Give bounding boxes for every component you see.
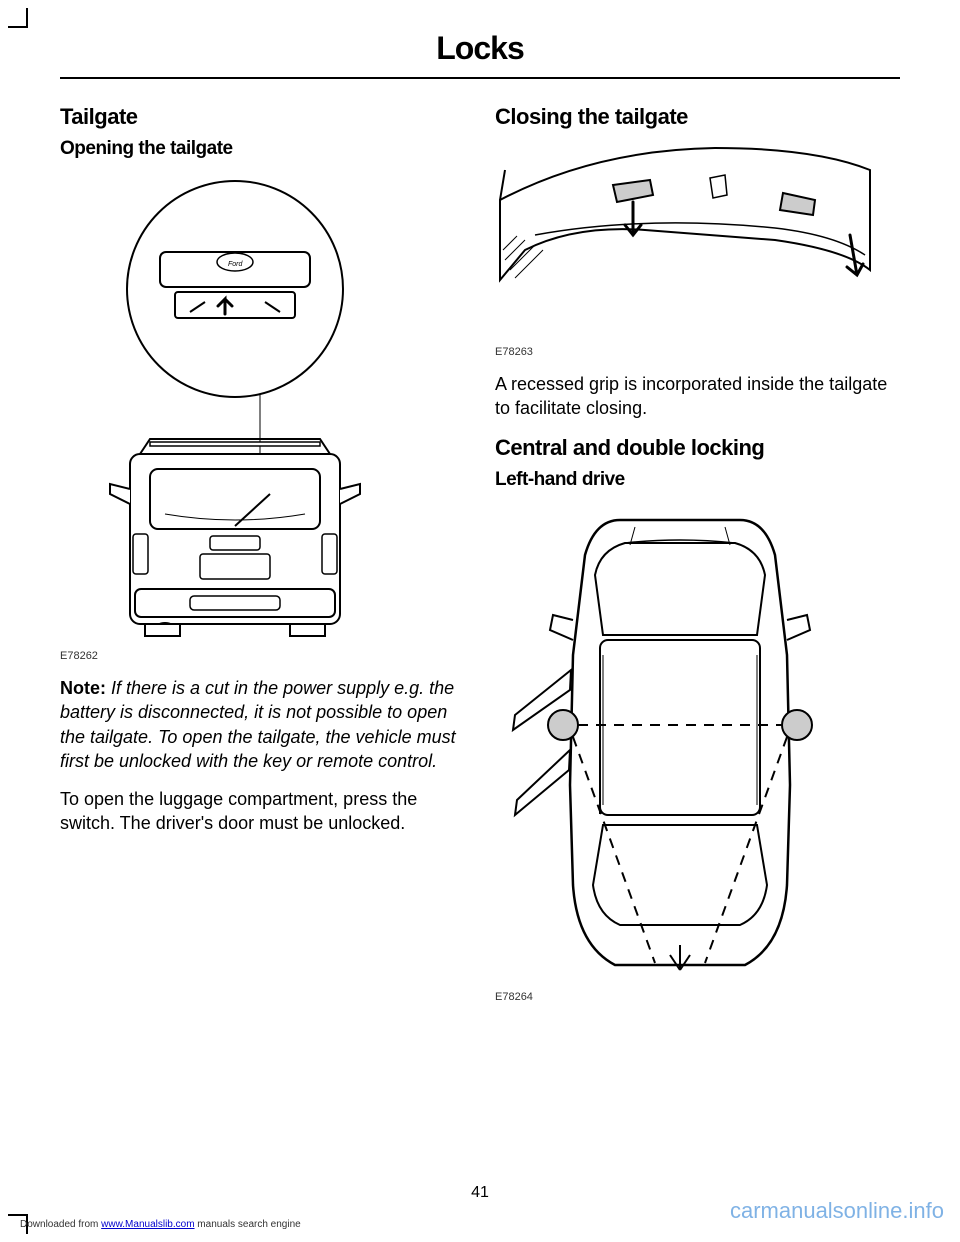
closing-tailgate-heading: Closing the tailgate: [495, 104, 900, 130]
right-column: Closing the tailgate: [495, 104, 900, 1017]
tailgate-close-figure: [495, 140, 900, 340]
watermark: carmanualsonline.info: [730, 1198, 944, 1224]
content-columns: Tailgate Opening the tailgate Ford: [60, 104, 900, 1017]
footer-suffix: manuals search engine: [195, 1219, 301, 1230]
central-locking-heading: Central and double locking: [495, 435, 900, 461]
left-column: Tailgate Opening the tailgate Ford: [60, 104, 465, 1017]
lhd-heading: Left-hand drive: [495, 469, 900, 491]
crop-mark: [8, 8, 28, 28]
download-footer: Downloaded from www.Manualslib.com manua…: [20, 1219, 301, 1230]
opening-tailgate-heading: Opening the tailgate: [60, 138, 465, 160]
manualslib-link[interactable]: www.Manualslib.com: [101, 1219, 194, 1230]
tailgate-heading: Tailgate: [60, 104, 465, 130]
instruction-text: To open the luggage compartment, press t…: [60, 787, 465, 836]
figure-id: E78263: [495, 346, 900, 358]
vehicle-rear-diagram: Ford: [60, 174, 410, 644]
grip-description: A recessed grip is incorporated inside t…: [495, 372, 900, 421]
note-label: Note:: [60, 678, 106, 698]
figure-id: E78264: [495, 991, 900, 1003]
tailgate-open-figure: Ford: [60, 174, 465, 644]
note-paragraph: Note: If there is a cut in the power sup…: [60, 676, 465, 773]
tailgate-grip-diagram: [495, 140, 875, 340]
top-view-figure: [495, 505, 900, 985]
svg-text:Ford: Ford: [228, 261, 244, 268]
figure-id: E78262: [60, 650, 465, 662]
vehicle-top-diagram: [495, 505, 865, 985]
page-title: Locks: [60, 30, 900, 79]
footer-prefix: Downloaded from: [20, 1219, 101, 1230]
note-body: If there is a cut in the power supply e.…: [60, 678, 456, 771]
